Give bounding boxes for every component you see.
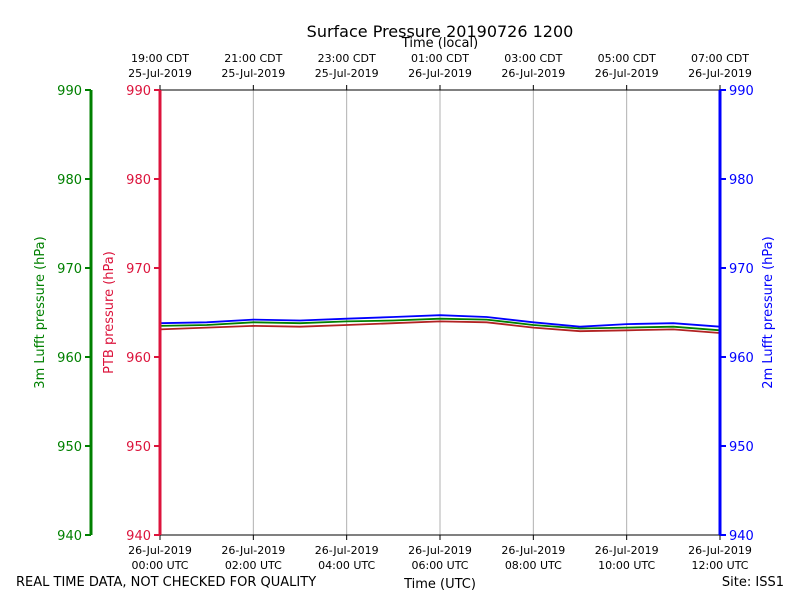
bottom-tick-time: 00:00 UTC [131, 559, 188, 572]
quality-disclaimer: REAL TIME DATA, NOT CHECKED FOR QUALITY [16, 575, 317, 590]
top-tick-time: 05:00 CDT [598, 52, 656, 65]
lufft3m-tick-label: 950 [57, 440, 82, 455]
bottom-tick-time: 08:00 UTC [505, 559, 562, 572]
lufft2m-tick-label: 970 [729, 262, 754, 277]
bottom-tick-date: 26-Jul-2019 [128, 544, 192, 557]
bottom-x-axis-label: Time (UTC) [403, 577, 476, 592]
grid-lines [252, 90, 628, 535]
top-tick-date: 25-Jul-2019 [221, 67, 285, 80]
series-layer [159, 314, 721, 334]
ptb-tick-label: 940 [126, 529, 151, 544]
site-label: Site: ISS1 [721, 575, 784, 590]
lufft2m-tick-label: 940 [729, 529, 754, 544]
lufft3m-axis-label: 3m Lufft pressure (hPa) [33, 236, 48, 388]
top-x-axis-label: Time (local) [401, 36, 478, 51]
lufft2m-tick-label: 980 [729, 173, 754, 188]
bottom-tick-time: 06:00 UTC [411, 559, 468, 572]
bottom-tick-date: 26-Jul-2019 [501, 544, 565, 557]
top-tick-time: 07:00 CDT [691, 52, 749, 65]
ptb-tick-label: 970 [126, 262, 151, 277]
bottom-tick-time: 04:00 UTC [318, 559, 375, 572]
top-tick-time: 23:00 CDT [318, 52, 376, 65]
ptb-tick-label: 950 [126, 440, 151, 455]
bottom-tick-time: 02:00 UTC [225, 559, 282, 572]
top-tick-date: 26-Jul-2019 [408, 67, 472, 80]
top-tick-time: 19:00 CDT [131, 52, 189, 65]
lufft3m-tick-label: 990 [57, 84, 82, 99]
series-line-ptb [159, 320, 721, 334]
top-tick-date: 26-Jul-2019 [688, 67, 752, 80]
bottom-tick-date: 26-Jul-2019 [408, 544, 472, 557]
lufft2m-axis-label: 2m Lufft pressure (hPa) [761, 236, 776, 388]
top-tick-date: 25-Jul-2019 [315, 67, 379, 80]
lufft3m-tick-label: 960 [57, 351, 82, 366]
chart-title: Surface Pressure 20190726 1200 [307, 22, 574, 41]
series-line-lufft3m [159, 317, 721, 332]
series-line-lufft2m [159, 314, 721, 328]
top-tick-date: 26-Jul-2019 [595, 67, 659, 80]
top-tick-time: 21:00 CDT [224, 52, 282, 65]
bottom-tick-date: 26-Jul-2019 [688, 544, 752, 557]
bottom-tick-date: 26-Jul-2019 [315, 544, 379, 557]
lufft3m-tick-label: 940 [57, 529, 82, 544]
lufft3m-tick-label: 970 [57, 262, 82, 277]
top-tick-date: 26-Jul-2019 [501, 67, 565, 80]
lufft2m-tick-label: 990 [729, 84, 754, 99]
bottom-tick-time: 12:00 UTC [691, 559, 748, 572]
bottom-tick-date: 26-Jul-2019 [595, 544, 659, 557]
lufft2m-tick-label: 960 [729, 351, 754, 366]
bottom-tick-date: 26-Jul-2019 [221, 544, 285, 557]
ptb-tick-label: 990 [126, 84, 151, 99]
lufft3m-tick-label: 980 [57, 173, 82, 188]
top-tick-time: 03:00 CDT [504, 52, 562, 65]
ptb-tick-label: 980 [126, 173, 151, 188]
ptb-tick-label: 960 [126, 351, 151, 366]
lufft2m-tick-label: 950 [729, 440, 754, 455]
axes-layer: 26-Jul-2019 00:00 UTC 26-Jul-2019 02:00 UTC… [33, 52, 776, 572]
ptb-axis-label: PTB pressure (hPa) [102, 251, 117, 374]
bottom-tick-time: 10:00 UTC [598, 559, 655, 572]
top-tick-date: 25-Jul-2019 [128, 67, 192, 80]
top-tick-time: 01:00 CDT [411, 52, 469, 65]
